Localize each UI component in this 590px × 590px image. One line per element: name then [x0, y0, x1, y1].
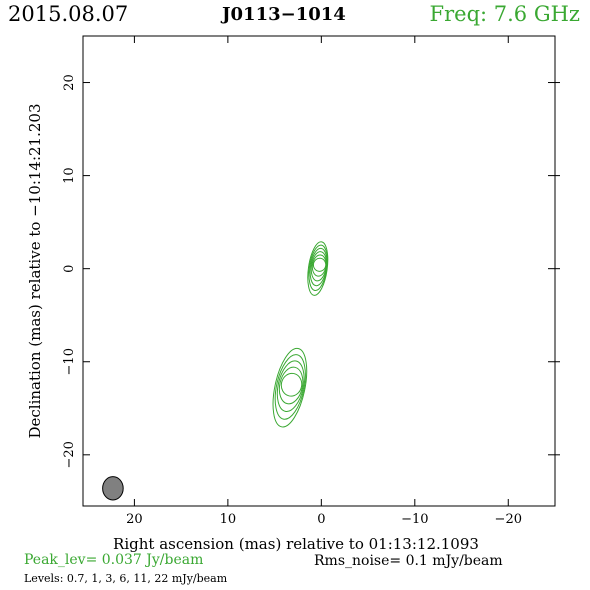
- x-tick-label: −20: [495, 512, 522, 527]
- x-tick-label: 20: [126, 512, 143, 527]
- beam-ellipse: [102, 476, 124, 501]
- contour-layer: [102, 241, 329, 501]
- x-tick-label: −10: [401, 512, 428, 527]
- rms-noise: Rms_noise= 0.1 mJy/beam: [314, 553, 503, 569]
- observation-date: 2015.08.07: [8, 2, 129, 26]
- x-axis-label: Right ascension (mas) relative to 01:13:…: [113, 535, 479, 553]
- core-contour: [312, 257, 327, 272]
- x-tick-label: 10: [220, 512, 237, 527]
- y-tick-label: −20: [62, 441, 77, 468]
- jet-contour: [278, 366, 304, 405]
- y-tick-label: 0: [62, 265, 77, 273]
- peak-level: Peak_lev= 0.037 Jy/beam: [24, 552, 204, 568]
- plot-frame: [82, 35, 556, 507]
- x-tick-label: 0: [317, 512, 325, 527]
- jet-contour: [280, 372, 303, 397]
- y-tick-label: −10: [62, 348, 77, 375]
- y-tick-label: 20: [62, 74, 77, 91]
- axis-ticks: 20 10 0 −10 −20 20 10 0 −10 −20: [62, 36, 560, 527]
- source-name: J0113−1014: [222, 4, 346, 25]
- jet-contour: [272, 347, 308, 428]
- y-axis-label: Declination (mas) relative to −10:14:21.…: [26, 103, 44, 438]
- jet-contour: [274, 354, 306, 420]
- jet-contour: [276, 360, 305, 413]
- contour-levels: Levels: 0.7, 1, 3, 6, 11, 22 mJy/beam: [24, 572, 228, 585]
- frequency-label: Freq: 7.6 GHz: [429, 2, 580, 26]
- y-tick-label: 10: [62, 167, 77, 184]
